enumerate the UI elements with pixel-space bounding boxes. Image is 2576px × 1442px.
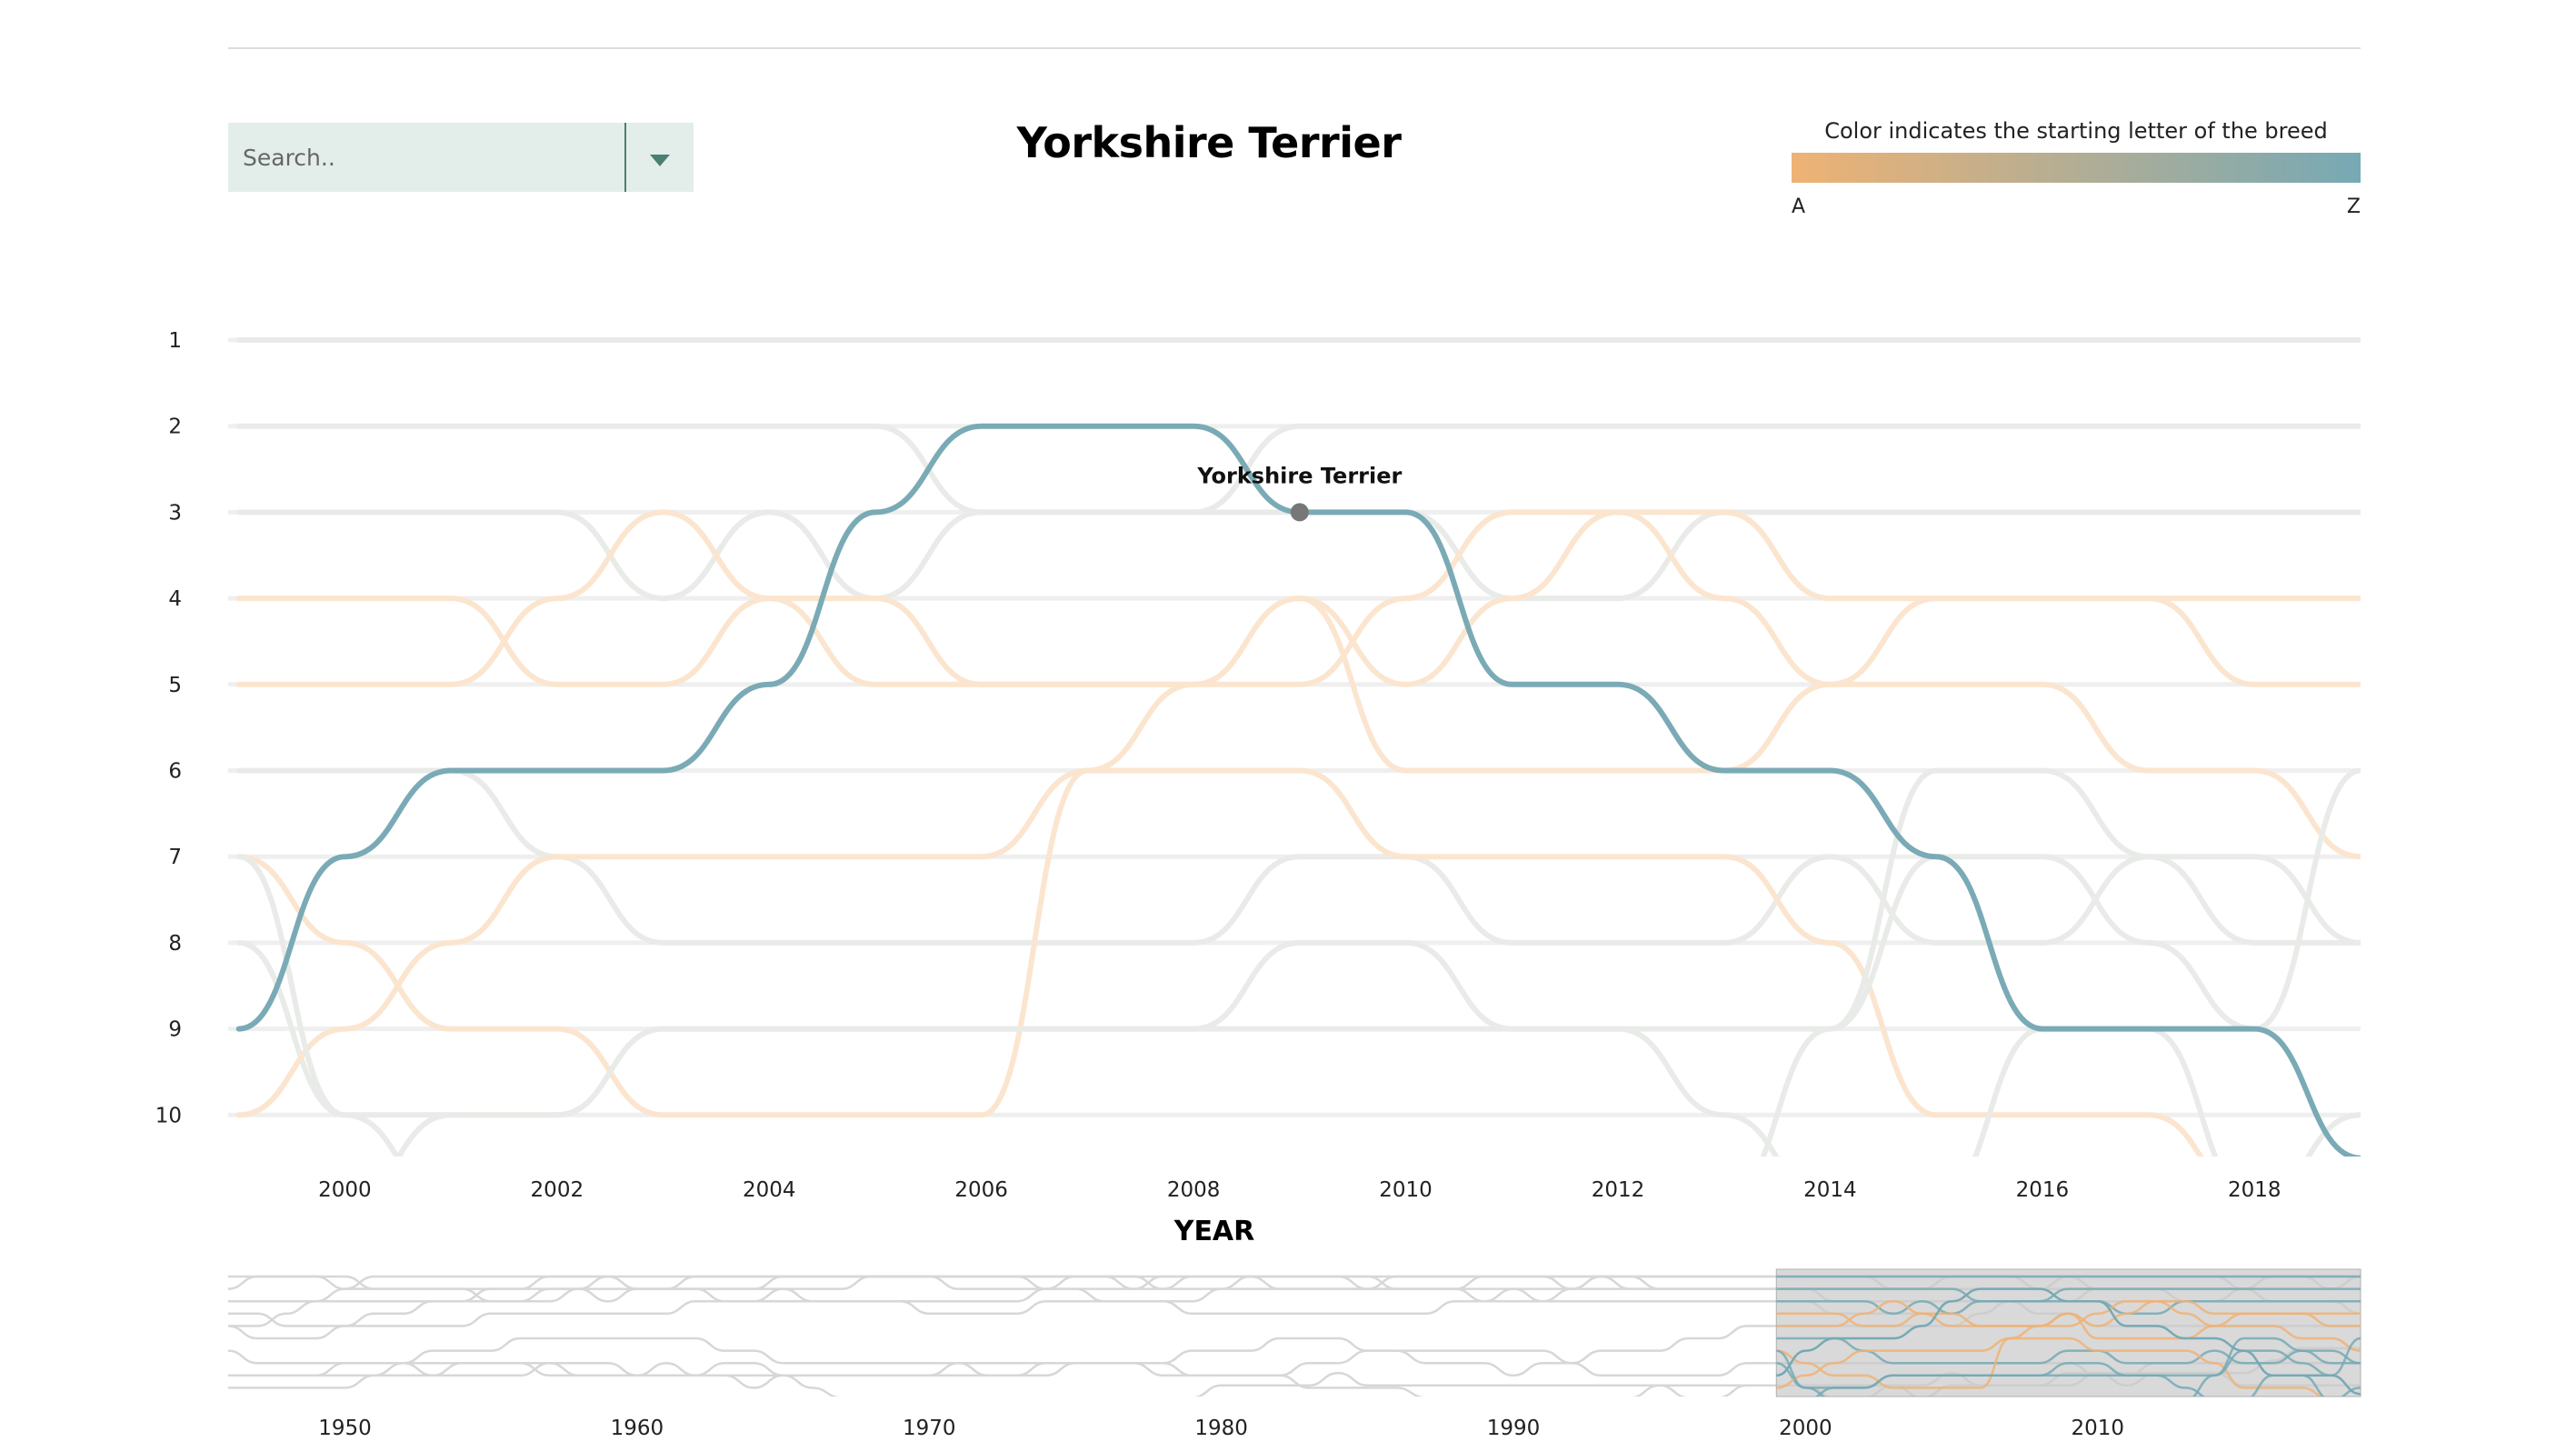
x-tick-label: 2006 <box>954 1178 1008 1202</box>
page-title: Yorkshire Terrier <box>1016 118 1402 167</box>
search-input[interactable] <box>228 123 624 192</box>
breed-search[interactable] <box>228 123 694 192</box>
overview-tick-label: 1960 <box>611 1417 664 1440</box>
top-divider <box>228 47 2361 49</box>
x-tick-label: 2004 <box>743 1178 796 1202</box>
brush-breed-line <box>1776 1312 2361 1389</box>
x-tick-label: 2008 <box>1167 1178 1221 1202</box>
overview-tick-label: 1990 <box>1487 1417 1541 1440</box>
background-breed-line <box>235 596 2361 1118</box>
brush-breed-line <box>1776 1287 2361 1303</box>
overview-brush-group <box>1775 1268 2361 1397</box>
highlight-label: Yorkshire Terrier <box>1196 463 1402 488</box>
x-tick-label: 2010 <box>1379 1178 1433 1202</box>
legend-gradient-bar <box>1792 153 2361 183</box>
y-tick-label: 2 <box>168 416 182 439</box>
y-tick-label: 7 <box>168 846 182 869</box>
brush-breed-line <box>1814 1337 2361 1397</box>
brush-breed-line <box>1776 1337 2361 1365</box>
y-tick-label: 5 <box>168 674 182 697</box>
overview-tick-label: 2000 <box>1779 1417 1832 1440</box>
background-breed-line <box>235 767 2361 946</box>
color-legend: Color indicates the starting letter of t… <box>1792 118 2361 218</box>
x-tick-label: 2014 <box>1803 1178 1857 1202</box>
x-axis: 2000 2002 2004 2006 2008 2010 2012 2014 2016 2018 <box>318 1178 2281 1202</box>
x-tick-label: 2016 <box>2016 1178 2070 1202</box>
y-tick-label: 9 <box>168 1018 182 1042</box>
x-tick-label: 2012 <box>1592 1178 1645 1202</box>
y-tick-label: 10 <box>155 1104 182 1127</box>
brush-lines <box>1776 1275 2361 1397</box>
x-tick-label: 2018 <box>2228 1178 2281 1202</box>
background-breed-line <box>235 423 2361 516</box>
y-tick-label: 6 <box>168 760 182 784</box>
x-axis-title: YEAR <box>1173 1216 1255 1247</box>
y-tick-label: 1 <box>168 329 182 353</box>
y-tick-label: 8 <box>168 932 182 956</box>
brush-breed-line <box>2192 1337 2361 1397</box>
search-divider <box>624 123 626 192</box>
background-breed-line <box>1760 767 2361 1157</box>
overview-tick-label: 2010 <box>2071 1417 2124 1440</box>
dropdown-toggle-button[interactable] <box>626 123 694 192</box>
legend-start-label: A <box>1792 195 1806 218</box>
y-axis: 1 2 3 4 5 6 7 8 9 10 <box>155 329 182 1127</box>
overview-tick-label: 1950 <box>318 1417 372 1440</box>
brush-breed-line <box>1776 1349 2361 1397</box>
brush-highlight-line <box>1776 1287 2361 1396</box>
chevron-down-icon <box>650 154 670 166</box>
x-tick-label: 2002 <box>531 1178 584 1202</box>
legend-end-label: Z <box>2346 195 2361 218</box>
highlight-line-group: Yorkshire Terrier <box>235 423 2361 1157</box>
overview-x-axis: 1950 1960 1970 1980 1990 2000 2010 <box>318 1417 2124 1440</box>
background-breed-line <box>235 509 2361 860</box>
highlight-point[interactable] <box>1290 503 1309 522</box>
y-tick-label: 3 <box>168 501 182 525</box>
background-breed-line <box>235 767 2204 1157</box>
overview-tick-label: 1980 <box>1194 1417 1248 1440</box>
y-tick-label: 4 <box>168 587 182 611</box>
legend-caption: Color indicates the starting letter of t… <box>1824 118 2328 144</box>
x-tick-label: 2000 <box>318 1178 372 1202</box>
background-breed-line <box>395 767 2361 1157</box>
brush-breed-line <box>1776 1337 2322 1397</box>
overview-tick-label: 1970 <box>903 1417 956 1440</box>
